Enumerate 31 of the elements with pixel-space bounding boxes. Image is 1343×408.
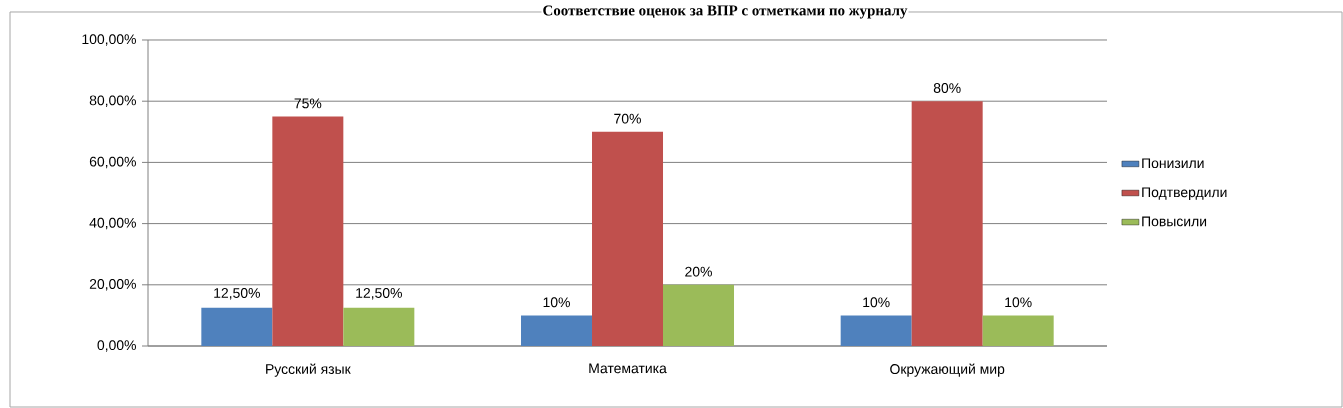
data-label: 10% — [543, 297, 570, 308]
bar — [840, 315, 912, 346]
data-label: 12,50% — [356, 288, 402, 300]
bar — [521, 315, 593, 346]
legend-label: Подтвердили — [1142, 187, 1227, 200]
data-label: 12,50% — [214, 288, 260, 300]
bar — [272, 116, 344, 346]
legend-label: Повысили — [1142, 216, 1207, 227]
bar — [201, 307, 273, 346]
y-tick-label: 60,00% — [89, 156, 136, 169]
y-tick-label: 100,00% — [82, 34, 136, 46]
bar — [982, 315, 1054, 346]
bar — [343, 307, 415, 346]
y-tick-label: 80,00% — [89, 95, 136, 107]
chart-title: Соответствие оценок за ВПР с отметками по журналу — [543, 5, 908, 19]
bar — [911, 101, 983, 346]
bar — [663, 284, 735, 346]
data-label: 10% — [863, 297, 890, 308]
data-label: 10% — [1005, 297, 1032, 308]
legend-label: Понизили — [1142, 158, 1204, 169]
data-label: 70% — [614, 113, 641, 124]
y-tick-label: 40,00% — [89, 217, 136, 230]
y-tick-label: 20,00% — [89, 279, 136, 291]
data-label: 75% — [294, 98, 322, 109]
x-tick-label: Окружающий мир — [890, 363, 1005, 377]
x-tick-label: Математика — [589, 363, 667, 374]
bar — [592, 131, 664, 346]
data-label: 20% — [685, 266, 712, 277]
data-label: 80% — [933, 83, 961, 93]
x-tick-label: Русский язык — [266, 363, 351, 377]
y-tick-label: 0,00% — [97, 340, 136, 352]
